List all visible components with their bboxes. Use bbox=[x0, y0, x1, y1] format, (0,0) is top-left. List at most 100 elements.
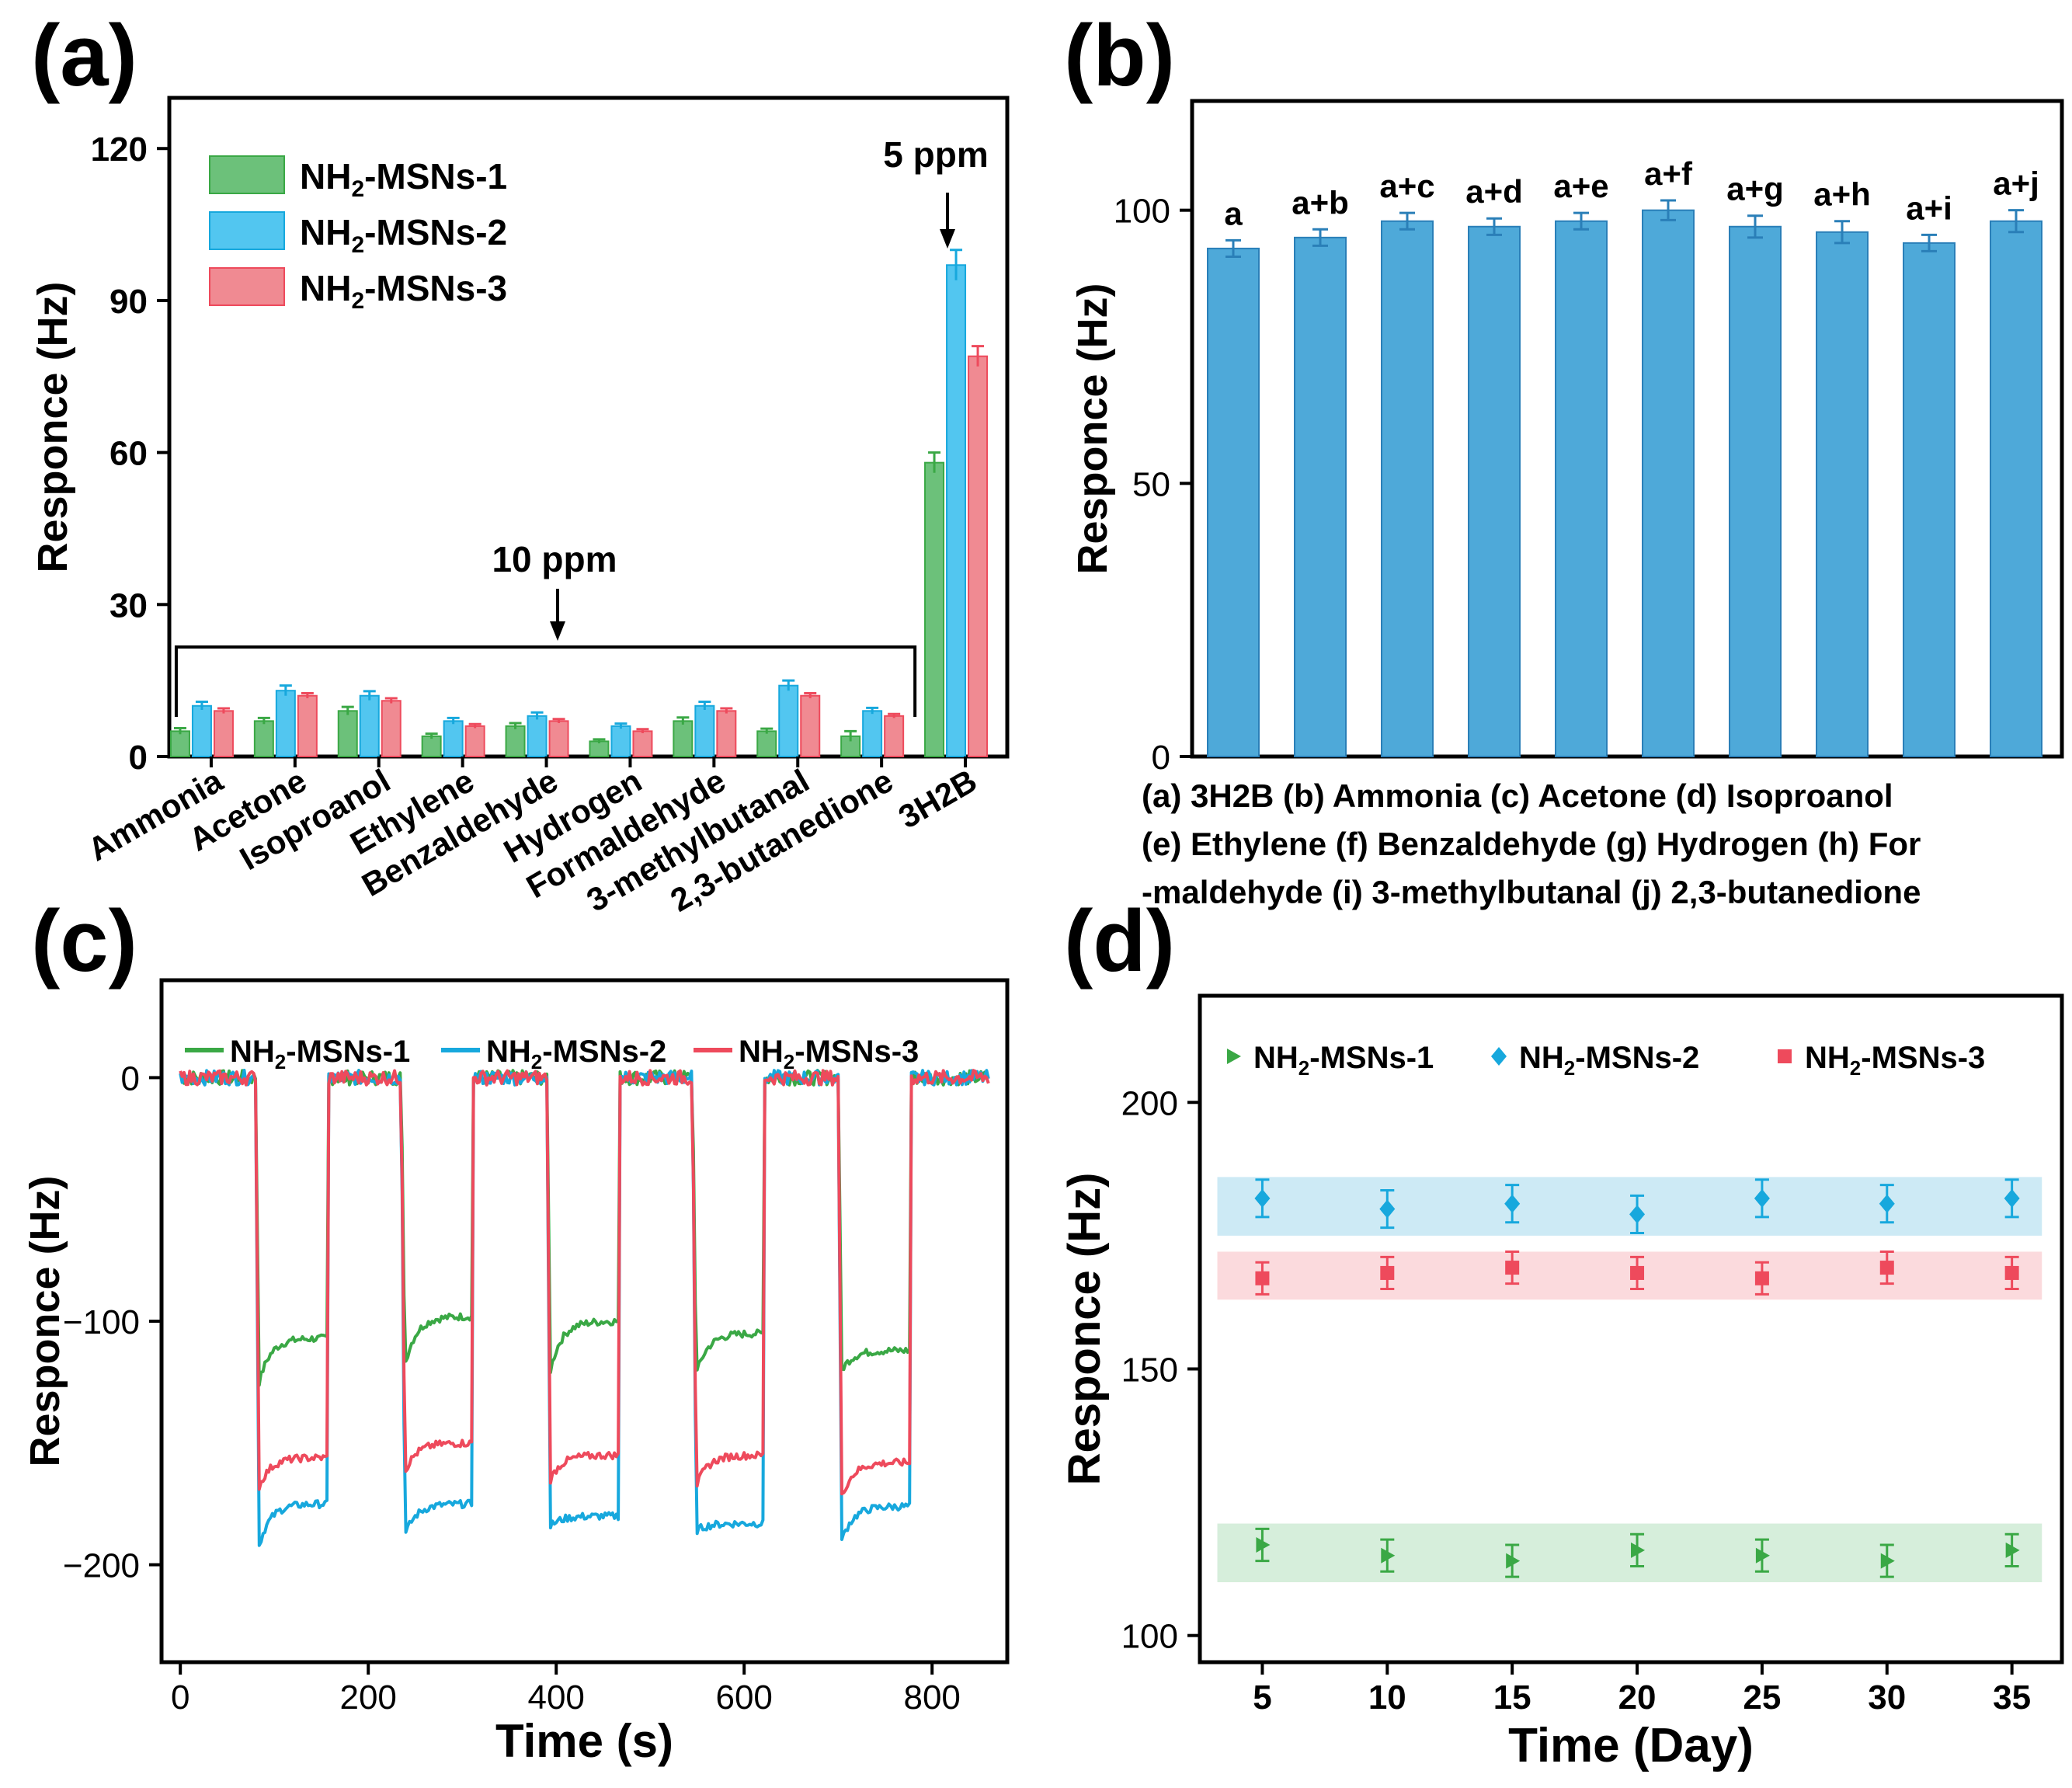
data-point bbox=[1256, 1536, 1271, 1553]
data-point bbox=[1630, 1265, 1645, 1280]
bar bbox=[968, 355, 989, 757]
data-point bbox=[1504, 1194, 1521, 1213]
arrow-head bbox=[940, 229, 955, 249]
bar bbox=[884, 715, 905, 757]
bar bbox=[1816, 231, 1869, 757]
y-axis-label: Responce (Hz) bbox=[22, 1175, 68, 1466]
bar bbox=[632, 730, 653, 758]
axes-frame bbox=[1190, 99, 2064, 759]
y-tick-label: 50 bbox=[1132, 465, 1170, 503]
bar bbox=[1729, 225, 1782, 757]
bar bbox=[1294, 236, 1347, 758]
bar bbox=[464, 725, 485, 757]
y-tick-label: 30 bbox=[110, 586, 148, 624]
bar bbox=[778, 684, 799, 758]
bar bbox=[1555, 220, 1608, 757]
arrow-head bbox=[550, 621, 565, 641]
x-tick-label: 35 bbox=[1993, 1678, 2031, 1717]
bar bbox=[443, 720, 464, 757]
caption-line: (e) Ethylene (f) Benzaldehyde (g) Hydrog… bbox=[1142, 826, 1921, 862]
x-tick-label: 3H2B bbox=[892, 762, 983, 835]
bar bbox=[548, 720, 569, 757]
bar bbox=[946, 264, 967, 757]
legend-swatch bbox=[209, 155, 285, 194]
x-tick-label: 0 bbox=[171, 1678, 189, 1717]
data-point bbox=[2004, 1265, 2019, 1280]
series-line bbox=[179, 1069, 990, 1496]
y-tick-label: 100 bbox=[1121, 1618, 1178, 1656]
bar bbox=[1381, 220, 1434, 757]
y-axis-label: Responce (Hz) bbox=[1069, 283, 1116, 574]
caption-line: -maldehyde (i) 3-methylbutanal (j) 2,3-b… bbox=[1142, 874, 1921, 910]
legend-label: NH2-MSNs-1 bbox=[1253, 1041, 1434, 1080]
y-tick-label: 60 bbox=[110, 435, 148, 473]
x-axis-label: Time (s) bbox=[495, 1715, 673, 1767]
bar bbox=[1642, 209, 1695, 757]
bar bbox=[694, 704, 715, 757]
y-tick-label: 200 bbox=[1121, 1084, 1178, 1122]
y-tick-label: 0 bbox=[129, 739, 148, 777]
data-label: a+e bbox=[1553, 168, 1608, 204]
panel-label: (c) bbox=[31, 892, 137, 990]
legend-label: NH2-MSNs-1 bbox=[300, 156, 507, 202]
x-tick-label: 25 bbox=[1743, 1678, 1781, 1717]
bar bbox=[800, 694, 821, 758]
legend-label: NH2-MSNs-2 bbox=[300, 212, 507, 258]
band bbox=[1217, 1523, 2042, 1583]
legend-label: NH2-MSNs-2 bbox=[486, 1035, 666, 1073]
bar bbox=[191, 704, 212, 757]
data-point bbox=[1754, 1271, 1769, 1285]
y-tick-label: 90 bbox=[110, 283, 148, 321]
bar bbox=[359, 694, 380, 758]
y-tick-label: 0 bbox=[1152, 739, 1170, 777]
data-point bbox=[1380, 1265, 1395, 1280]
data-point bbox=[2004, 1188, 2020, 1208]
bar bbox=[673, 720, 694, 757]
x-tick-label: 30 bbox=[1868, 1678, 1906, 1717]
data-label: a+b bbox=[1292, 184, 1349, 221]
axes-frame bbox=[167, 96, 1010, 759]
legend-label: NH2-MSNs-3 bbox=[739, 1035, 919, 1073]
annotation-10ppm: 10 ppm bbox=[492, 539, 617, 579]
x-tick-label: 400 bbox=[527, 1678, 584, 1717]
y-tick-label: 150 bbox=[1121, 1351, 1178, 1389]
data-label: a+g bbox=[1726, 171, 1784, 207]
data-label: a+h bbox=[1813, 176, 1871, 213]
bar bbox=[381, 700, 402, 757]
legend-marker bbox=[1491, 1047, 1507, 1066]
bar bbox=[756, 730, 777, 758]
legend-label: NH2-MSNs-3 bbox=[300, 268, 507, 314]
y-tick-label: 0 bbox=[121, 1059, 140, 1097]
data-point bbox=[1879, 1261, 1894, 1275]
bar bbox=[610, 725, 631, 757]
chart-d: 100 150 200 5 10 15 20 25 30 35 Responce (Hz) Time … bbox=[1059, 993, 2064, 1772]
caption-line: (a) 3H2B (b) Ammonia (c) Acetone (d) Iso… bbox=[1142, 777, 1893, 814]
data-point bbox=[1754, 1188, 1770, 1208]
bar bbox=[275, 690, 296, 758]
x-tick-label: 800 bbox=[903, 1678, 960, 1717]
chart-b: 0 50 100 Responce (Hz) a a+b a+c a+d a+e a+f a+g a+… bbox=[1069, 99, 2064, 910]
bar bbox=[421, 735, 442, 758]
x-tick-label: 20 bbox=[1618, 1678, 1657, 1717]
bar bbox=[337, 710, 358, 757]
bar bbox=[297, 694, 318, 758]
bar bbox=[527, 715, 548, 757]
data-point bbox=[1629, 1205, 1646, 1224]
band bbox=[1217, 1177, 2042, 1236]
y-tick-label: 120 bbox=[91, 130, 148, 169]
panel-label: (d) bbox=[1064, 892, 1175, 990]
bar bbox=[924, 461, 945, 758]
series-line bbox=[179, 1069, 990, 1547]
data-point bbox=[2005, 1542, 2020, 1558]
legend-label: NH2-MSNs-3 bbox=[1805, 1041, 1985, 1080]
bar bbox=[1990, 220, 2042, 757]
x-tick-label: 200 bbox=[339, 1678, 396, 1717]
data-label: a+f bbox=[1644, 155, 1693, 192]
band bbox=[1217, 1251, 2042, 1300]
legend-label: NH2-MSNs-1 bbox=[230, 1035, 410, 1073]
legend-swatch bbox=[209, 211, 285, 250]
bar bbox=[253, 720, 274, 757]
chart-c: −200 −100 0 0 200 400 600 800 Responce (Hz) Time … bbox=[22, 978, 1010, 1767]
